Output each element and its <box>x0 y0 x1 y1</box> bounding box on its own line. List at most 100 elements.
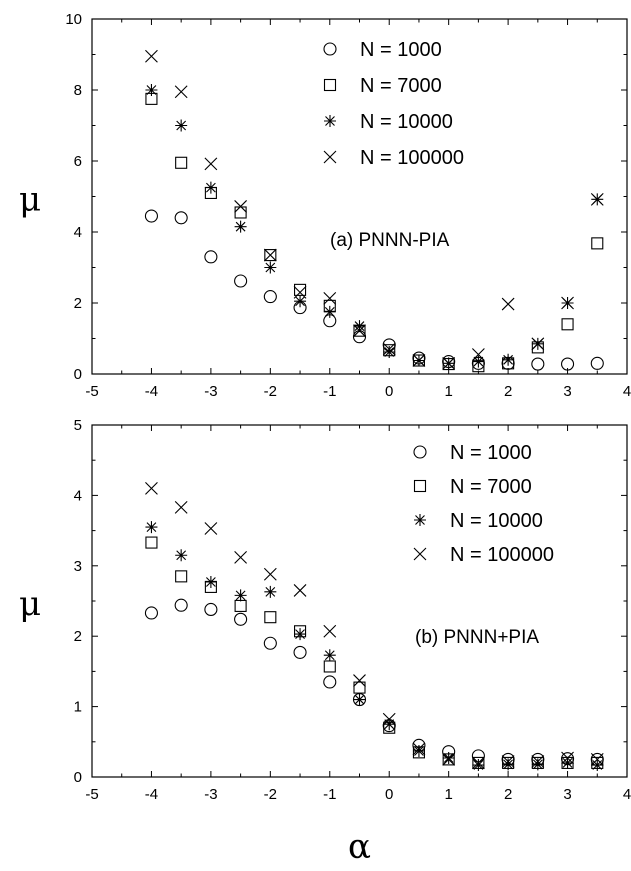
data-point-x <box>531 755 545 768</box>
y-tick-label: 6 <box>74 153 82 170</box>
y-tick-label: 4 <box>74 487 82 504</box>
y-tick-label: 0 <box>74 769 82 786</box>
data-point-circle <box>174 598 188 612</box>
data-point-asterisk <box>234 589 247 602</box>
data-point-circle <box>204 250 218 264</box>
data-point-asterisk <box>323 305 336 318</box>
legend-label: N = 7000 <box>450 476 532 498</box>
y-tick-label: 8 <box>74 82 82 99</box>
series-x <box>145 49 604 370</box>
data-point-x <box>263 567 277 581</box>
data-point-asterisk <box>175 119 188 132</box>
legend-marker-x <box>413 547 427 561</box>
data-point-asterisk <box>204 181 217 194</box>
data-point-square <box>323 660 336 673</box>
y-tick-label: 0 <box>74 366 82 383</box>
data-point-x <box>590 192 604 206</box>
data-point-x <box>561 296 574 310</box>
series-square <box>145 536 604 769</box>
data-point-x <box>323 291 337 305</box>
x-tick-label: 1 <box>444 383 452 400</box>
chart-panel-a: -5 -4 -3 -2 -1 0 1 2 3 4 0 2 4 6 8 10 μ (a) PNNN-PIA N = 1… <box>19 11 631 400</box>
data-point-asterisk <box>561 756 574 769</box>
data-point-square <box>234 599 247 612</box>
data-point-asterisk <box>383 345 396 358</box>
panel-annotation: (a) PNNN-PIA <box>330 230 450 251</box>
x-axis-label: α <box>348 827 371 867</box>
legend-label: N = 100000 <box>450 544 554 566</box>
data-point-square <box>234 206 247 219</box>
data-point-x <box>353 674 366 687</box>
data-point-square <box>264 249 277 262</box>
data-point-asterisk <box>353 693 366 706</box>
x-tick-label: 3 <box>563 383 571 400</box>
x-tick-label: 2 <box>504 786 512 803</box>
data-point-x <box>442 753 456 766</box>
x-tick-label: -4 <box>145 786 158 803</box>
data-point-circle <box>234 612 248 626</box>
data-point-circle <box>144 209 158 223</box>
data-point-square <box>561 318 574 331</box>
y-axis-label: μ <box>19 584 41 624</box>
x-tick-label: -1 <box>323 786 336 803</box>
data-point-square <box>591 237 604 250</box>
data-point-circle <box>263 636 277 650</box>
data-point-asterisk <box>145 521 158 534</box>
data-point-square <box>353 681 366 694</box>
legend-label: N = 7000 <box>360 75 442 97</box>
data-point-x <box>204 157 218 171</box>
legend-marker-x <box>323 150 337 164</box>
data-point-x <box>412 354 426 367</box>
data-point-square <box>175 570 188 583</box>
legend: N = 1000 N = 7000 N = 10000 N = 100000 <box>413 442 554 566</box>
data-point-circle <box>590 356 604 370</box>
data-point-circle <box>174 211 188 225</box>
data-point-asterisk <box>294 295 307 308</box>
data-point-x <box>145 481 158 495</box>
data-point-x <box>323 624 337 638</box>
y-tick-label: 2 <box>74 295 82 312</box>
data-point-circle <box>293 645 307 659</box>
panel-annotation: (b) PNNN+PIA <box>415 627 539 648</box>
data-point-x <box>412 742 426 756</box>
x-tick-label: -1 <box>323 383 336 400</box>
y-tick-label: 4 <box>74 224 82 241</box>
data-point-asterisk <box>442 751 455 764</box>
x-tick-label: 3 <box>563 786 571 803</box>
y-tick-label: 10 <box>65 11 82 28</box>
y-axis-label: μ <box>19 180 41 220</box>
x-tick-label: -2 <box>264 786 277 803</box>
legend: N = 1000 N = 7000 N = 10000 N = 100000 <box>323 39 464 169</box>
data-point-asterisk <box>264 261 277 274</box>
data-point-circle <box>323 675 337 689</box>
x-tick-label: -3 <box>204 786 217 803</box>
y-tick-label: 1 <box>74 699 82 716</box>
y-tick-label: 3 <box>74 558 82 575</box>
legend-label: N = 1000 <box>450 442 532 464</box>
x-tick-label: 2 <box>504 383 512 400</box>
data-point-square <box>294 283 307 296</box>
legend-marker-circle <box>323 42 337 56</box>
x-tick-label: -5 <box>85 786 98 803</box>
data-point-x <box>174 500 188 514</box>
x-tick-label: 4 <box>623 383 631 400</box>
x-tick-label: -3 <box>204 383 217 400</box>
series-asterisk <box>145 521 604 772</box>
data-point-asterisk <box>264 585 277 598</box>
data-point-circle <box>531 357 545 371</box>
data-point-x <box>293 584 307 597</box>
data-point-x <box>590 753 604 766</box>
data-point-x <box>234 550 247 564</box>
data-point-asterisk <box>412 744 425 757</box>
data-point-asterisk <box>502 353 515 366</box>
x-tick-label: -5 <box>85 383 98 400</box>
data-point-asterisk <box>472 355 485 368</box>
legend-marker-asterisk <box>324 115 336 127</box>
data-point-x <box>472 756 485 770</box>
legend-marker-square <box>323 78 337 92</box>
x-tick-label: -2 <box>264 383 277 400</box>
data-point-x <box>174 85 188 99</box>
data-point-circle <box>204 602 218 616</box>
chart-panel-b: -5 -4 -3 -2 -1 0 1 2 3 4 0 1 2 3 4 5 μ α (b) PNNN+PIA N = 1… <box>19 417 631 867</box>
